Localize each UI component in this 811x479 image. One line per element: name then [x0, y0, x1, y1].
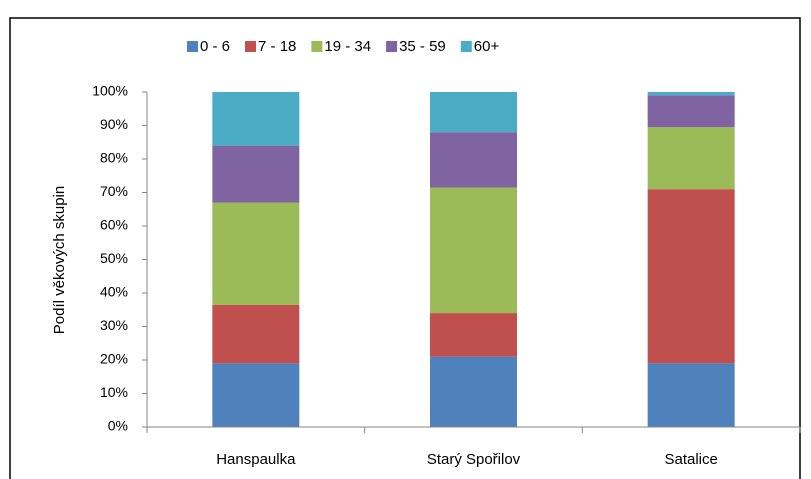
bar-segment	[212, 92, 300, 146]
bar-segment	[212, 363, 300, 427]
legend-label: 0 - 6	[200, 38, 230, 55]
bar-segment	[212, 304, 300, 364]
legend-swatch	[311, 41, 323, 52]
x-tick-label: Hanspaulka	[216, 451, 296, 468]
y-tick-label: 10%	[100, 384, 128, 400]
y-tick-label: 30%	[100, 317, 128, 333]
legend-label: 60+	[474, 38, 500, 55]
y-tick-label: 60%	[100, 217, 128, 233]
bar-segment	[647, 363, 735, 427]
bar-segment	[430, 187, 517, 314]
legend-label: 19 - 34	[324, 38, 371, 55]
y-axis-title: Podíl věkových skupin	[51, 186, 68, 334]
bar-segment	[647, 95, 735, 128]
y-tick-label: 40%	[100, 284, 128, 300]
bar-segment	[430, 92, 517, 133]
y-tick-label: 70%	[100, 183, 128, 199]
bar-segment	[647, 127, 735, 190]
bar-segment	[647, 189, 735, 364]
bar-segment	[212, 202, 300, 305]
y-tick-label: 100%	[92, 83, 128, 99]
y-tick-label: 80%	[100, 150, 128, 166]
x-tick-label: Satalice	[664, 451, 717, 468]
y-tick-label: 50%	[100, 250, 128, 266]
legend-label: 7 - 18	[258, 38, 296, 55]
legend-label: 35 - 59	[399, 38, 446, 55]
x-tick-label: Starý Spořilov	[427, 451, 521, 468]
bar-segment	[430, 313, 517, 357]
y-tick-label: 0%	[108, 418, 128, 434]
legend-swatch	[386, 41, 398, 52]
bar-segment	[430, 132, 517, 188]
y-tick-label: 20%	[100, 351, 128, 367]
bar-segment	[647, 92, 735, 96]
legend-swatch	[245, 41, 257, 52]
bar-segment	[430, 356, 517, 427]
legend-swatch	[460, 41, 472, 52]
bar-segment	[212, 145, 300, 203]
legend-swatch	[187, 41, 198, 52]
y-tick-label: 90%	[100, 116, 128, 132]
